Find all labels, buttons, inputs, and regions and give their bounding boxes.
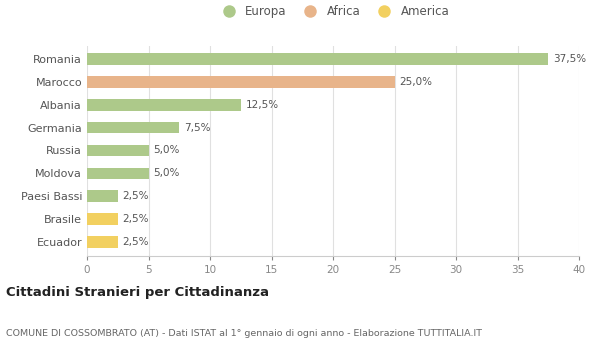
Text: 5,0%: 5,0% (154, 146, 180, 155)
Bar (87, 54, 548, 65)
Bar (87, 168, 149, 179)
Text: Cittadini Stranieri per Cittadinanza: Cittadini Stranieri per Cittadinanza (6, 286, 269, 299)
Text: 12,5%: 12,5% (245, 100, 279, 110)
Text: 25,0%: 25,0% (400, 77, 433, 87)
Text: 2,5%: 2,5% (122, 214, 149, 224)
Bar (87, 145, 149, 156)
Text: 2,5%: 2,5% (122, 191, 149, 201)
Bar (87, 190, 118, 202)
Text: 7,5%: 7,5% (184, 122, 211, 133)
Bar (87, 213, 118, 225)
Legend: Europa, Africa, America: Europa, Africa, America (217, 5, 449, 18)
Bar (87, 236, 118, 247)
Text: COMUNE DI COSSOMBRATO (AT) - Dati ISTAT al 1° gennaio di ogni anno - Elaborazion: COMUNE DI COSSOMBRATO (AT) - Dati ISTAT … (6, 329, 482, 338)
Text: 5,0%: 5,0% (154, 168, 180, 178)
Bar (87, 122, 179, 133)
Text: 2,5%: 2,5% (122, 237, 149, 247)
Text: 37,5%: 37,5% (553, 54, 586, 64)
Bar (87, 99, 241, 111)
Bar (87, 76, 395, 88)
